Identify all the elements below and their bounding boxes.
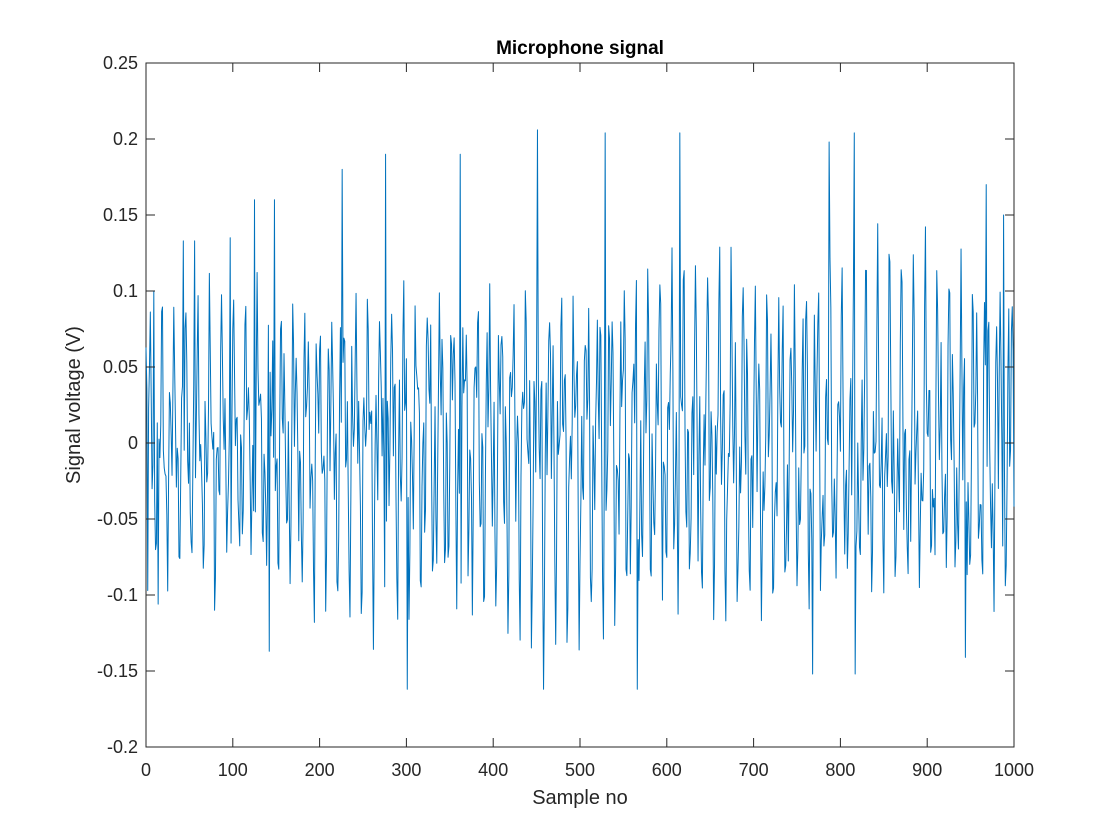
x-tick-label: 500 xyxy=(565,760,595,780)
y-tick-label: 0.05 xyxy=(103,357,138,377)
y-tick-label: -0.1 xyxy=(107,585,138,605)
y-tick-label: 0.2 xyxy=(113,129,138,149)
x-tick-label: 1000 xyxy=(994,760,1034,780)
x-tick-label: 300 xyxy=(391,760,421,780)
x-tick-label: 400 xyxy=(478,760,508,780)
y-tick-label: 0 xyxy=(128,433,138,453)
x-tick-label: 200 xyxy=(305,760,335,780)
y-axis-title: Signal voltage (V) xyxy=(63,326,85,484)
x-tick-label: 700 xyxy=(739,760,769,780)
y-tick-label: 0.25 xyxy=(103,53,138,73)
y-tick-label: 0.1 xyxy=(113,281,138,301)
x-tick-label: 600 xyxy=(652,760,682,780)
y-tick-label: 0.15 xyxy=(103,205,138,225)
axes-box xyxy=(146,63,1014,747)
y-tick-label: -0.15 xyxy=(97,661,138,681)
x-tick-label: 0 xyxy=(141,760,151,780)
x-axis-title: Sample no xyxy=(532,787,628,809)
x-tick-label: 100 xyxy=(218,760,248,780)
x-tick-label: 900 xyxy=(912,760,942,780)
chart-title: Microphone signal xyxy=(496,38,664,59)
x-tick-label: 800 xyxy=(825,760,855,780)
plot-area: 0 100 200 300 400 500 600 700 800 900 1000 -0.2 -0.… xyxy=(97,53,1034,780)
y-tick-label: -0.2 xyxy=(107,737,138,757)
y-tick-label: -0.05 xyxy=(97,509,138,529)
